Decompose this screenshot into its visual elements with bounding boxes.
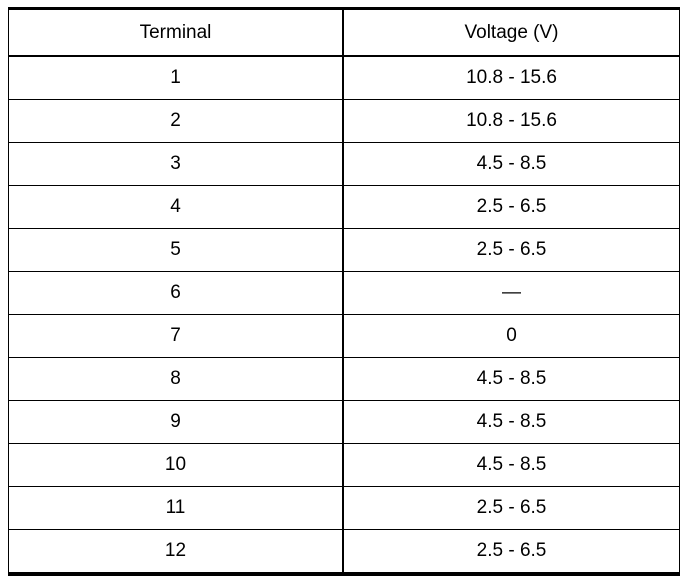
- table-row: 11 2.5 - 6.5: [8, 486, 680, 530]
- table-row: 12 2.5 - 6.5: [8, 529, 680, 575]
- terminal-cell: 8: [8, 357, 344, 401]
- voltage-cell: 4.5 - 8.5: [343, 443, 680, 487]
- terminal-cell: 9: [8, 400, 344, 444]
- voltage-cell: 0: [343, 314, 680, 358]
- voltage-cell: —: [343, 271, 680, 315]
- table-row: 10 4.5 - 8.5: [8, 443, 680, 487]
- table-row: 4 2.5 - 6.5: [8, 185, 680, 229]
- voltage-cell: 4.5 - 8.5: [343, 400, 680, 444]
- terminal-cell: 10: [8, 443, 344, 487]
- terminal-cell: 11: [8, 486, 344, 530]
- voltage-cell: 2.5 - 6.5: [343, 529, 680, 575]
- voltage-cell: 2.5 - 6.5: [343, 228, 680, 272]
- terminal-cell: 12: [8, 529, 344, 575]
- voltage-cell: 4.5 - 8.5: [343, 357, 680, 401]
- table-head: Terminal Voltage (V): [8, 8, 680, 57]
- table-row: 1 10.8 - 15.6: [8, 56, 680, 100]
- terminal-cell: 5: [8, 228, 344, 272]
- table-row: 9 4.5 - 8.5: [8, 400, 680, 444]
- voltage-cell: 10.8 - 15.6: [343, 56, 680, 100]
- table-row: 8 4.5 - 8.5: [8, 357, 680, 401]
- table-row: 5 2.5 - 6.5: [8, 228, 680, 272]
- table-row: 2 10.8 - 15.6: [8, 99, 680, 143]
- terminal-cell: 1: [8, 56, 344, 100]
- terminal-cell: 4: [8, 185, 344, 229]
- voltage-cell: 10.8 - 15.6: [343, 99, 680, 143]
- header-row: Terminal Voltage (V): [8, 8, 680, 57]
- header-cell: Voltage (V): [343, 8, 680, 57]
- table-body: 1 10.8 - 15.6 2 10.8 - 15.6 3 4.5 - 8.5 4 2.5 -…: [8, 56, 680, 575]
- voltage-table: Terminal Voltage (V) 1 10.8 - 15.6 2 10.8 -…: [8, 7, 680, 576]
- voltage-cell: 2.5 - 6.5: [343, 486, 680, 530]
- terminal-cell: 3: [8, 142, 344, 186]
- terminal-cell: 2: [8, 99, 344, 143]
- table-row: 3 4.5 - 8.5: [8, 142, 680, 186]
- terminal-cell: 6: [8, 271, 344, 315]
- terminal-cell: 7: [8, 314, 344, 358]
- voltage-cell: 4.5 - 8.5: [343, 142, 680, 186]
- header-cell: Terminal: [8, 8, 344, 57]
- voltage-cell: 2.5 - 6.5: [343, 185, 680, 229]
- table-row: 6—: [8, 271, 680, 315]
